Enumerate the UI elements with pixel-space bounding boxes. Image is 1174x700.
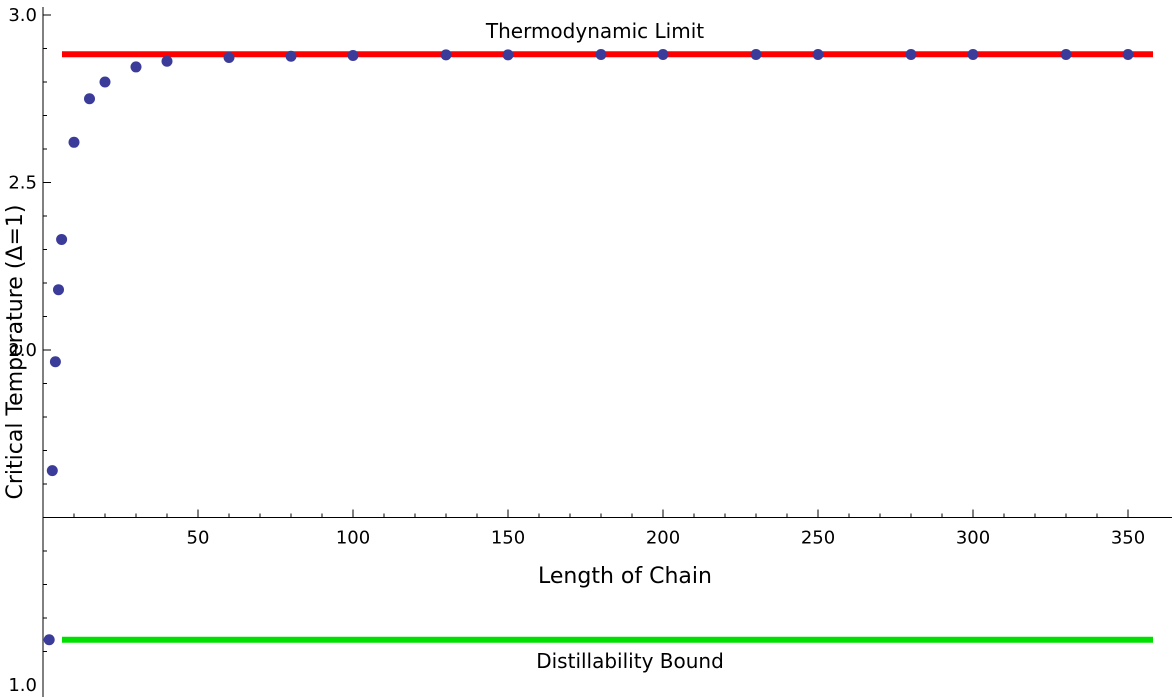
data-point (812, 49, 824, 61)
x-tick-label: 250 (801, 528, 835, 549)
y-tick-label: 2.5 (8, 173, 37, 194)
distillability-bound-label: Distillability Bound (536, 649, 724, 673)
data-point (68, 136, 80, 148)
y-tick-label: 1.0 (8, 675, 37, 696)
x-tick-label: 50 (187, 528, 210, 549)
x-tick-label: 300 (956, 528, 990, 549)
x-tick-label: 350 (1111, 528, 1145, 549)
data-point (43, 634, 55, 646)
data-point (53, 284, 64, 296)
data-point (161, 55, 173, 67)
data-point (905, 49, 917, 61)
data-point (440, 49, 452, 61)
data-point (46, 465, 58, 477)
data-point (657, 49, 669, 61)
data-point (1122, 49, 1134, 61)
data-point (49, 356, 61, 368)
x-tick-label: 150 (491, 528, 525, 549)
reference-lines (62, 51, 1153, 643)
data-point (223, 52, 235, 64)
x-tick-label: 100 (336, 528, 370, 549)
data-point (750, 49, 762, 61)
y-axis-title: Critical Temperature (Δ=1) (3, 205, 28, 500)
data-point (347, 50, 359, 62)
axes: 50 100 150 200 250 300 350 1.0 2.0 2.5 3.0 (8, 5, 1172, 697)
x-axis-title: Length of Chain (538, 564, 712, 589)
thermodynamic-limit-label: Thermodynamic Limit (485, 19, 704, 43)
data-point (56, 233, 68, 245)
data-point (1060, 49, 1072, 61)
annotations: Thermodynamic Limit Distillability Bound (485, 19, 724, 673)
data-points (43, 49, 1134, 646)
x-tick-label: 200 (646, 528, 680, 549)
data-point (130, 61, 142, 73)
data-point (595, 49, 607, 61)
data-point (99, 76, 111, 88)
data-point (967, 49, 979, 61)
y-tick-label: 3.0 (8, 5, 37, 26)
data-point (84, 93, 95, 105)
data-point (285, 50, 297, 62)
y-tick-label: 2.0 (8, 340, 37, 361)
data-point (502, 49, 514, 61)
